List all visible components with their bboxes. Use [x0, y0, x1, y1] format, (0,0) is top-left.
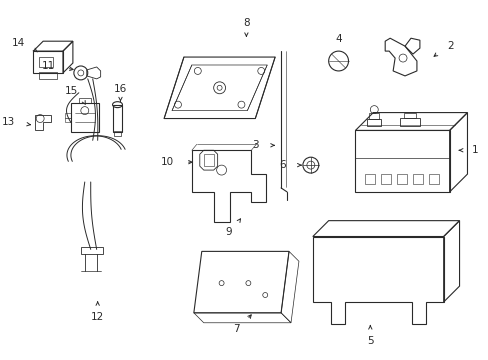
Text: 12: 12 — [91, 312, 104, 322]
Bar — [396, 174, 406, 184]
Text: 8: 8 — [243, 18, 249, 28]
Text: 13: 13 — [2, 117, 15, 127]
Bar — [365, 174, 374, 184]
Text: 1: 1 — [470, 145, 477, 155]
Text: 9: 9 — [224, 226, 231, 237]
Bar — [403, 113, 415, 117]
Bar — [81, 247, 102, 255]
Bar — [33, 51, 63, 73]
Text: 6: 6 — [279, 160, 285, 170]
Bar — [113, 131, 121, 136]
Text: 14: 14 — [12, 38, 25, 48]
Text: 5: 5 — [366, 336, 373, 346]
Text: 3: 3 — [252, 140, 259, 150]
Text: 7: 7 — [232, 324, 239, 334]
Bar — [399, 117, 419, 126]
Bar — [412, 174, 422, 184]
Bar — [112, 105, 122, 132]
Text: 11: 11 — [41, 61, 55, 71]
Text: 15: 15 — [64, 86, 78, 96]
Bar — [381, 174, 390, 184]
Bar — [79, 98, 91, 103]
Text: 2: 2 — [447, 41, 453, 51]
Text: 4: 4 — [335, 34, 341, 44]
Bar — [65, 113, 71, 122]
Bar — [428, 174, 438, 184]
Bar — [368, 113, 379, 118]
Bar — [39, 57, 53, 67]
Bar — [366, 118, 381, 126]
Bar — [203, 154, 213, 166]
Text: 16: 16 — [114, 84, 127, 94]
Bar — [71, 103, 99, 132]
Bar — [355, 130, 449, 192]
Text: 10: 10 — [161, 157, 174, 167]
Bar — [39, 72, 57, 79]
